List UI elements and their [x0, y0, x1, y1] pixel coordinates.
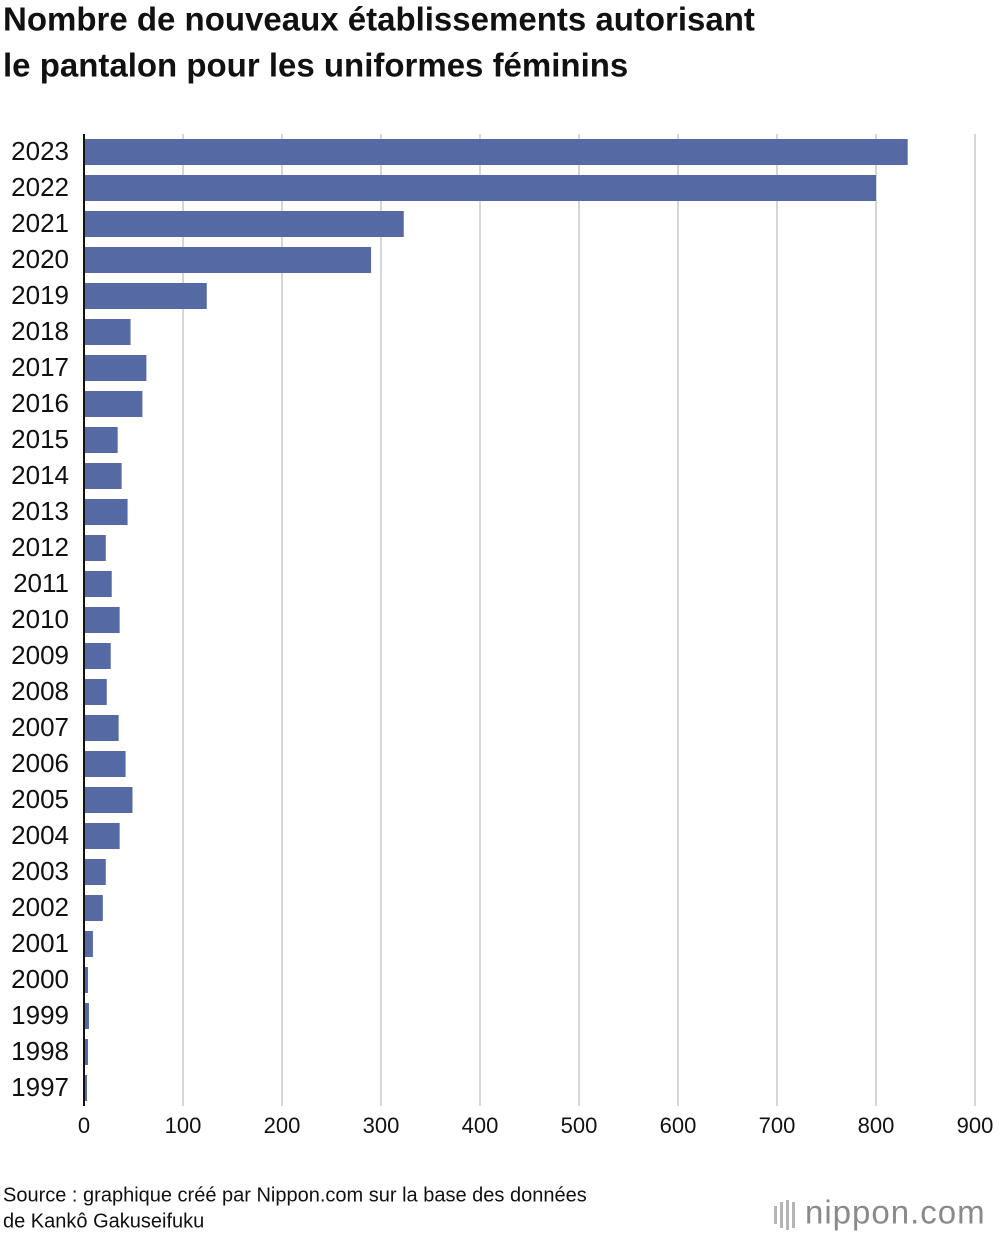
y-tick-label: 2002	[11, 892, 69, 922]
x-tick-label: 400	[462, 1113, 499, 1138]
logo-icon	[774, 1200, 795, 1230]
bar	[84, 391, 143, 417]
bar	[84, 643, 111, 669]
bar	[84, 427, 118, 453]
bar	[84, 283, 207, 309]
y-tick-label: 2016	[11, 388, 69, 418]
y-tick-label: 2011	[13, 568, 69, 598]
bar	[84, 211, 404, 237]
bar	[84, 787, 133, 813]
x-tick-label: 600	[660, 1113, 697, 1138]
bar	[84, 823, 120, 849]
y-tick-label: 2000	[11, 964, 69, 994]
source-note: de Kankô Gakuseifuku	[3, 1210, 204, 1232]
bar	[84, 679, 107, 705]
y-tick-label: 2012	[11, 532, 69, 562]
x-tick-label: 700	[759, 1113, 796, 1138]
y-tick-label: 2006	[11, 748, 69, 778]
y-tick-label: 2022	[11, 172, 69, 202]
y-tick-label: 1997	[11, 1072, 69, 1102]
bar	[84, 859, 106, 885]
y-tick-label: 2009	[11, 640, 69, 670]
y-tick-label: 2015	[11, 424, 69, 454]
y-tick-label: 2014	[11, 460, 69, 490]
y-tick-label: 2019	[11, 280, 69, 310]
chart-title: le pantalon pour les uniformes féminins	[3, 47, 628, 84]
bar	[84, 355, 147, 381]
y-tick-label: 2023	[11, 136, 69, 166]
y-tick-label: 2001	[11, 928, 69, 958]
bar	[84, 1075, 87, 1101]
bar	[84, 1039, 88, 1065]
y-tick-label: 1999	[11, 1000, 69, 1030]
y-tick-label: 2021	[11, 208, 69, 238]
bar	[84, 895, 103, 921]
y-tick-label: 2018	[11, 316, 69, 346]
x-tick-label: 0	[78, 1113, 90, 1138]
bar	[84, 139, 908, 165]
y-tick-label: 1998	[11, 1036, 69, 1066]
bar	[84, 607, 120, 633]
y-tick-label: 2020	[11, 244, 69, 274]
bar	[84, 1003, 89, 1029]
logo: nippon.com	[805, 1194, 986, 1231]
y-tick-label: 2004	[11, 820, 69, 850]
y-tick-label: 2003	[11, 856, 69, 886]
bar	[84, 319, 131, 345]
x-tick-label: 800	[858, 1113, 895, 1138]
x-tick-label: 900	[957, 1113, 994, 1138]
x-tick-label: 100	[165, 1113, 202, 1138]
x-tick-label: 300	[363, 1113, 400, 1138]
bar	[84, 535, 106, 561]
bar	[84, 499, 128, 525]
y-tick-label: 2007	[11, 712, 69, 742]
y-tick-label: 2017	[11, 352, 69, 382]
bar	[84, 967, 88, 993]
bar	[84, 715, 119, 741]
bar	[84, 463, 122, 489]
bar	[84, 571, 112, 597]
chart-title: Nombre de nouveaux établissements autori…	[3, 1, 755, 38]
bar	[84, 751, 126, 777]
bar	[84, 247, 372, 273]
x-tick-label: 200	[264, 1113, 301, 1138]
y-tick-label: 2008	[11, 676, 69, 706]
bar	[84, 931, 93, 957]
y-tick-label: 2010	[11, 604, 69, 634]
y-tick-label: 2005	[11, 784, 69, 814]
y-tick-label: 2013	[11, 496, 69, 526]
x-tick-label: 500	[561, 1113, 598, 1138]
bar	[84, 175, 876, 201]
source-note: Source : graphique créé par Nippon.com s…	[3, 1184, 587, 1206]
